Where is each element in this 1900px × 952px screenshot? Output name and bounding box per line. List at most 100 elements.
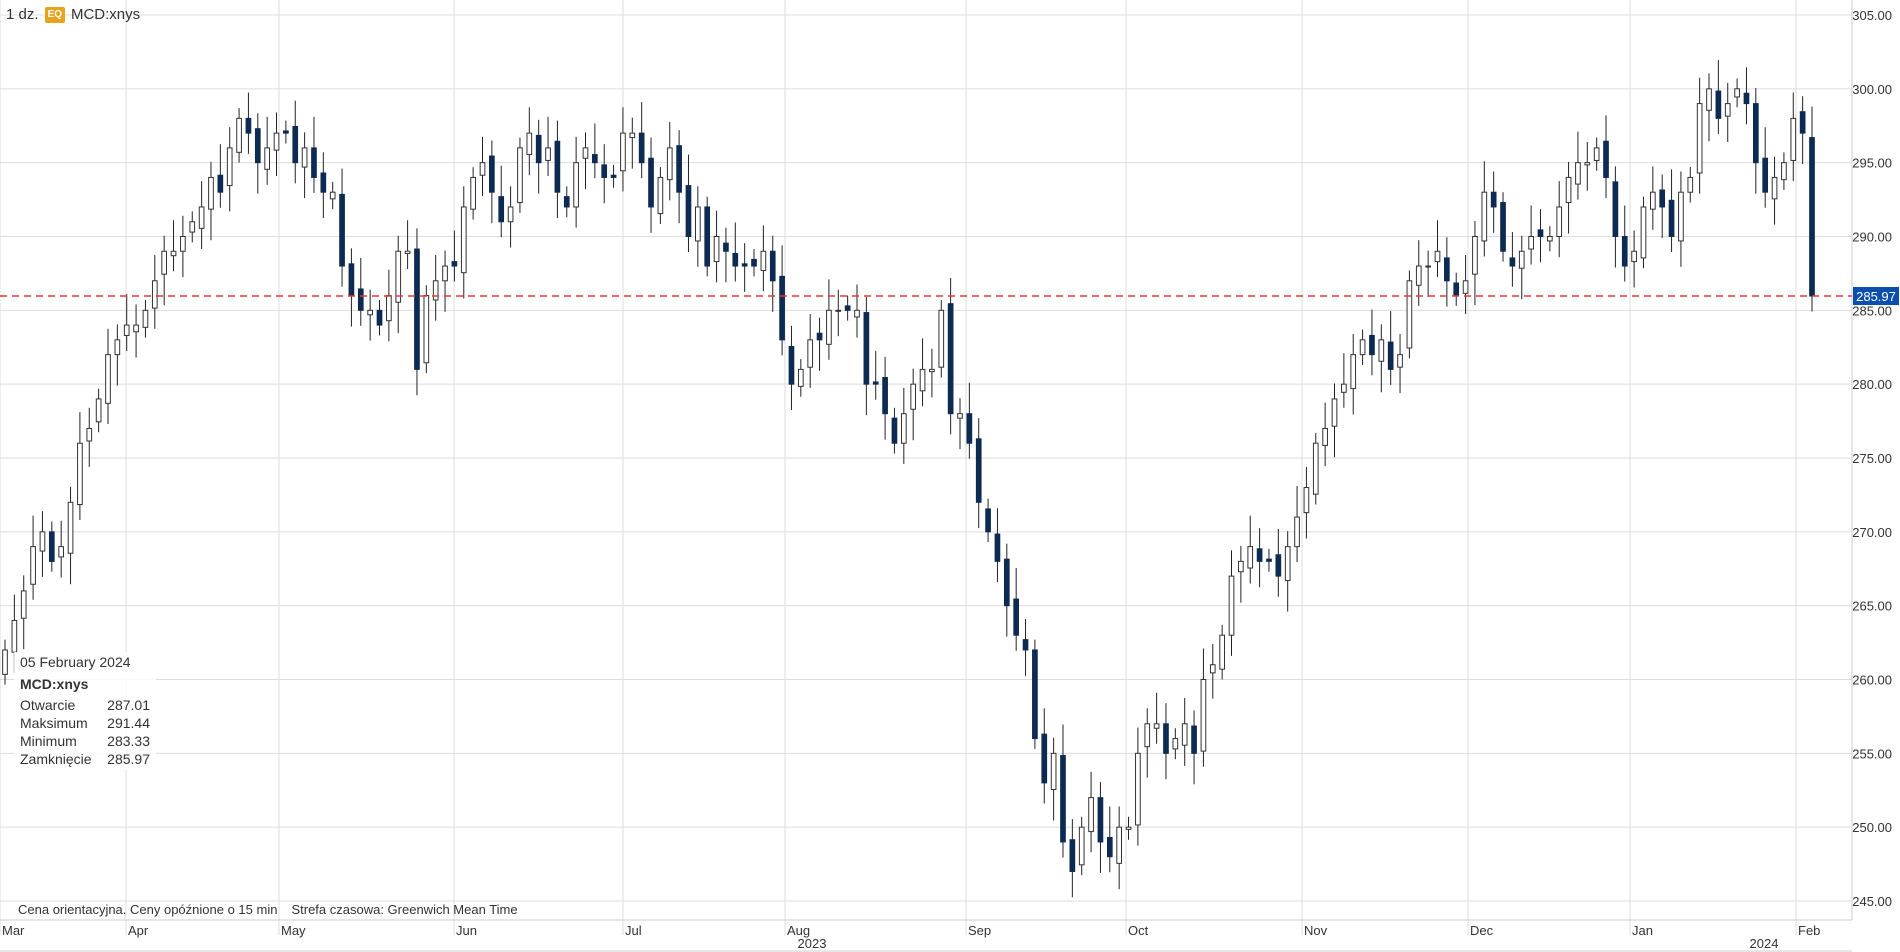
candle-body: [1406, 280, 1413, 349]
candle-body: [339, 193, 345, 267]
candle-body: [39, 531, 46, 552]
candle-body: [1528, 236, 1534, 250]
candle-body: [1734, 88, 1740, 98]
candle-body: [1612, 181, 1619, 237]
candle-body: [1228, 575, 1235, 636]
x-tick-label: Apr: [128, 923, 149, 938]
candle-body: [1116, 826, 1123, 864]
candle-body: [1088, 797, 1094, 833]
year-label: 2023: [798, 936, 827, 951]
candle-body: [1809, 137, 1815, 297]
candle-body: [704, 206, 711, 267]
candle-body: [1003, 558, 1010, 607]
candle-body: [292, 125, 299, 164]
candle-body: [1500, 202, 1506, 252]
candle-body: [1584, 162, 1591, 166]
candle-body: [151, 280, 158, 309]
candle-body: [760, 250, 767, 271]
candle-body: [1219, 634, 1225, 670]
candle-body: [217, 174, 224, 193]
candle-body: [826, 309, 832, 345]
candle-body: [1341, 383, 1347, 393]
candle-body: [1771, 176, 1778, 200]
interval-label[interactable]: 1 dz.: [6, 6, 39, 23]
candle-body: [1106, 837, 1113, 858]
candle-body: [311, 147, 317, 178]
candle-body: [1640, 206, 1647, 259]
candle-body: [414, 248, 420, 370]
candle-body: [1359, 339, 1366, 356]
candle-body: [489, 155, 495, 193]
candle-body: [470, 176, 476, 210]
candle-body: [1472, 236, 1478, 275]
current-price-label: 285.97: [1856, 289, 1896, 304]
candle-body: [1762, 157, 1769, 193]
candle-body: [451, 261, 458, 267]
candle-body: [1678, 191, 1684, 242]
candle-body: [1294, 516, 1300, 548]
symbol-label[interactable]: MCD:xnys: [70, 6, 141, 23]
candle-body: [432, 280, 439, 301]
candle-body: [1153, 723, 1160, 729]
candle-body: [30, 546, 36, 585]
x-tick-label: Jul: [625, 923, 642, 938]
candle-body: [985, 508, 991, 533]
candle-body: [367, 309, 373, 316]
y-tick-label: 250.00: [1852, 820, 1892, 835]
tooltip-row-high: Maksimum 291.44: [20, 714, 150, 732]
candle-body: [966, 413, 973, 444]
candle-body: [657, 176, 664, 215]
candle-body: [666, 147, 673, 181]
candle-body: [1706, 88, 1712, 111]
candle-body: [1350, 354, 1357, 390]
candle-body: [1322, 427, 1328, 446]
candle-body: [1752, 103, 1759, 164]
candle-body: [882, 377, 888, 415]
y-tick-label: 300.00: [1852, 82, 1892, 97]
y-tick-label: 270.00: [1852, 525, 1892, 540]
candle-body: [1191, 725, 1197, 754]
y-tick-label: 285.00: [1852, 303, 1892, 318]
x-tick-label: Nov: [1304, 923, 1328, 938]
candle-body: [245, 117, 252, 134]
candle-body: [1397, 354, 1403, 368]
candle-body: [236, 117, 242, 153]
timezone-note: Strefa czasowa: Greenwich Mean Time: [291, 902, 518, 917]
candle-body: [1378, 339, 1385, 362]
candle-body: [1603, 140, 1609, 178]
candle-body: [1387, 341, 1394, 370]
footer-notes: Cena orientacyjna. Ceny opóźnione o 15 m…: [18, 902, 518, 917]
candle-body: [133, 324, 139, 333]
candle-body: [264, 147, 270, 170]
y-tick-label: 255.00: [1852, 746, 1892, 761]
tooltip-row-close: Zamknięcie 285.97: [20, 750, 150, 768]
candle-body: [910, 383, 917, 410]
candle-body: [460, 206, 467, 274]
candle-body: [1799, 111, 1806, 134]
candle-body: [1247, 546, 1254, 569]
candle-body: [404, 250, 411, 254]
candle-body: [1547, 236, 1553, 242]
candle-body: [180, 236, 186, 252]
tooltip-label: Minimum: [20, 733, 77, 749]
candle-body: [95, 398, 102, 423]
x-tick-label: Oct: [1128, 923, 1149, 938]
candle-body: [1284, 546, 1291, 582]
tooltip-label: Otwarcie: [20, 697, 76, 713]
candle-body: [1097, 797, 1104, 843]
candle-body: [1556, 206, 1563, 237]
candle-body: [788, 346, 795, 385]
candle-body: [629, 132, 636, 139]
candle-body: [67, 501, 74, 554]
candle-body: [348, 263, 355, 297]
candle-body: [105, 354, 111, 404]
candle-body: [863, 312, 870, 385]
candle-body: [1275, 554, 1282, 577]
candle-body: [797, 368, 804, 387]
candle-body: [872, 381, 879, 385]
candle-body: [741, 263, 748, 267]
candle-body: [20, 590, 27, 619]
candle-body: [563, 196, 570, 208]
candle-body: [48, 531, 55, 562]
candle-body: [11, 619, 18, 653]
